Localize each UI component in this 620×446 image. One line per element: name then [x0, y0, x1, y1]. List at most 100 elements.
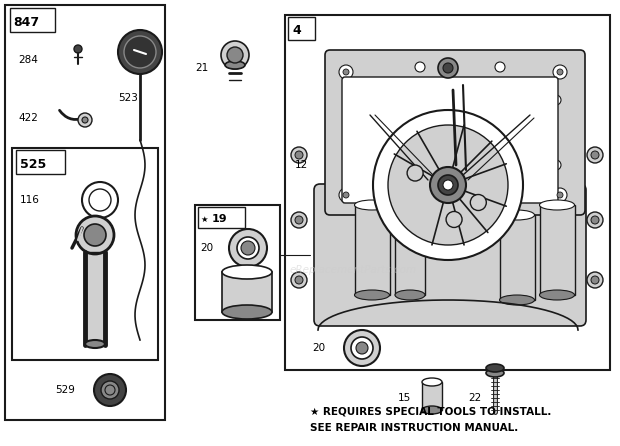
Ellipse shape — [539, 200, 575, 210]
Bar — [285, 15, 610, 370]
Circle shape — [407, 165, 423, 181]
Bar — [16, 150, 65, 174]
Circle shape — [438, 175, 458, 195]
Ellipse shape — [500, 210, 534, 220]
Circle shape — [339, 188, 353, 202]
Ellipse shape — [500, 295, 534, 305]
Circle shape — [351, 337, 373, 359]
Bar — [288, 17, 315, 40]
Circle shape — [438, 58, 458, 78]
Circle shape — [551, 95, 561, 105]
Circle shape — [356, 342, 368, 354]
Circle shape — [553, 188, 567, 202]
Circle shape — [291, 212, 307, 228]
Text: 12: 12 — [295, 160, 308, 170]
Circle shape — [430, 167, 466, 203]
Circle shape — [118, 30, 162, 74]
Ellipse shape — [422, 378, 442, 386]
Bar — [540, 205, 575, 295]
Circle shape — [553, 65, 567, 79]
Text: 21: 21 — [195, 63, 208, 73]
Circle shape — [591, 151, 599, 159]
Bar — [500, 215, 535, 300]
Text: SEE REPAIR INSTRUCTION MANUAL.: SEE REPAIR INSTRUCTION MANUAL. — [310, 423, 518, 433]
Bar — [12, 148, 158, 360]
Ellipse shape — [486, 364, 504, 372]
Circle shape — [237, 237, 259, 259]
Text: 20: 20 — [312, 343, 325, 353]
Text: ★: ★ — [200, 215, 208, 223]
Circle shape — [124, 36, 156, 68]
Circle shape — [227, 47, 243, 63]
Ellipse shape — [85, 340, 105, 348]
Circle shape — [101, 381, 119, 399]
Circle shape — [587, 147, 603, 163]
Bar — [355, 205, 390, 295]
Circle shape — [591, 216, 599, 224]
Circle shape — [471, 194, 486, 211]
Text: 529: 529 — [55, 385, 75, 395]
Ellipse shape — [539, 290, 575, 300]
Ellipse shape — [355, 290, 389, 300]
Circle shape — [84, 224, 106, 246]
Text: 22: 22 — [468, 393, 481, 403]
Text: 525: 525 — [20, 157, 46, 170]
Bar — [195, 205, 280, 320]
Circle shape — [291, 147, 307, 163]
Circle shape — [557, 192, 563, 198]
Text: 847: 847 — [13, 16, 39, 29]
Text: 4: 4 — [292, 24, 301, 37]
Circle shape — [587, 272, 603, 288]
Text: 284: 284 — [18, 55, 38, 65]
Circle shape — [74, 45, 82, 53]
Circle shape — [345, 127, 355, 137]
FancyBboxPatch shape — [325, 50, 585, 215]
Bar — [10, 8, 55, 32]
Circle shape — [557, 69, 563, 75]
Ellipse shape — [225, 61, 245, 69]
Circle shape — [591, 276, 599, 284]
Bar — [395, 220, 425, 295]
Circle shape — [89, 189, 111, 211]
Circle shape — [551, 160, 561, 170]
Ellipse shape — [395, 290, 425, 300]
Text: 15: 15 — [398, 393, 411, 403]
Circle shape — [415, 62, 425, 72]
Text: 523: 523 — [118, 93, 138, 103]
Text: 116: 116 — [20, 195, 40, 205]
Text: ★ REQUIRES SPECIAL TOOLS TO INSTALL.: ★ REQUIRES SPECIAL TOOLS TO INSTALL. — [310, 407, 551, 417]
Circle shape — [241, 241, 255, 255]
Bar — [422, 382, 442, 410]
Text: 20: 20 — [200, 243, 213, 253]
Circle shape — [587, 212, 603, 228]
Circle shape — [343, 192, 349, 198]
Circle shape — [82, 117, 88, 123]
Bar — [222, 272, 272, 312]
Circle shape — [295, 151, 303, 159]
Text: 19: 19 — [212, 214, 228, 224]
Circle shape — [291, 272, 307, 288]
Bar — [198, 207, 245, 228]
Circle shape — [78, 113, 92, 127]
Circle shape — [495, 62, 505, 72]
Circle shape — [105, 385, 115, 395]
Ellipse shape — [422, 406, 442, 414]
FancyBboxPatch shape — [342, 77, 558, 203]
Circle shape — [221, 41, 249, 69]
Circle shape — [76, 216, 114, 254]
Ellipse shape — [222, 265, 272, 279]
Circle shape — [339, 65, 353, 79]
Circle shape — [443, 180, 453, 190]
Circle shape — [295, 276, 303, 284]
Circle shape — [82, 182, 118, 218]
Ellipse shape — [355, 200, 389, 210]
Circle shape — [446, 211, 462, 227]
Text: 422: 422 — [18, 113, 38, 123]
Bar — [5, 5, 165, 420]
FancyBboxPatch shape — [314, 184, 586, 326]
Ellipse shape — [222, 305, 272, 319]
Circle shape — [443, 63, 453, 73]
Text: eReplacementParts.com: eReplacementParts.com — [290, 265, 417, 275]
Circle shape — [229, 229, 267, 267]
Ellipse shape — [395, 215, 425, 225]
